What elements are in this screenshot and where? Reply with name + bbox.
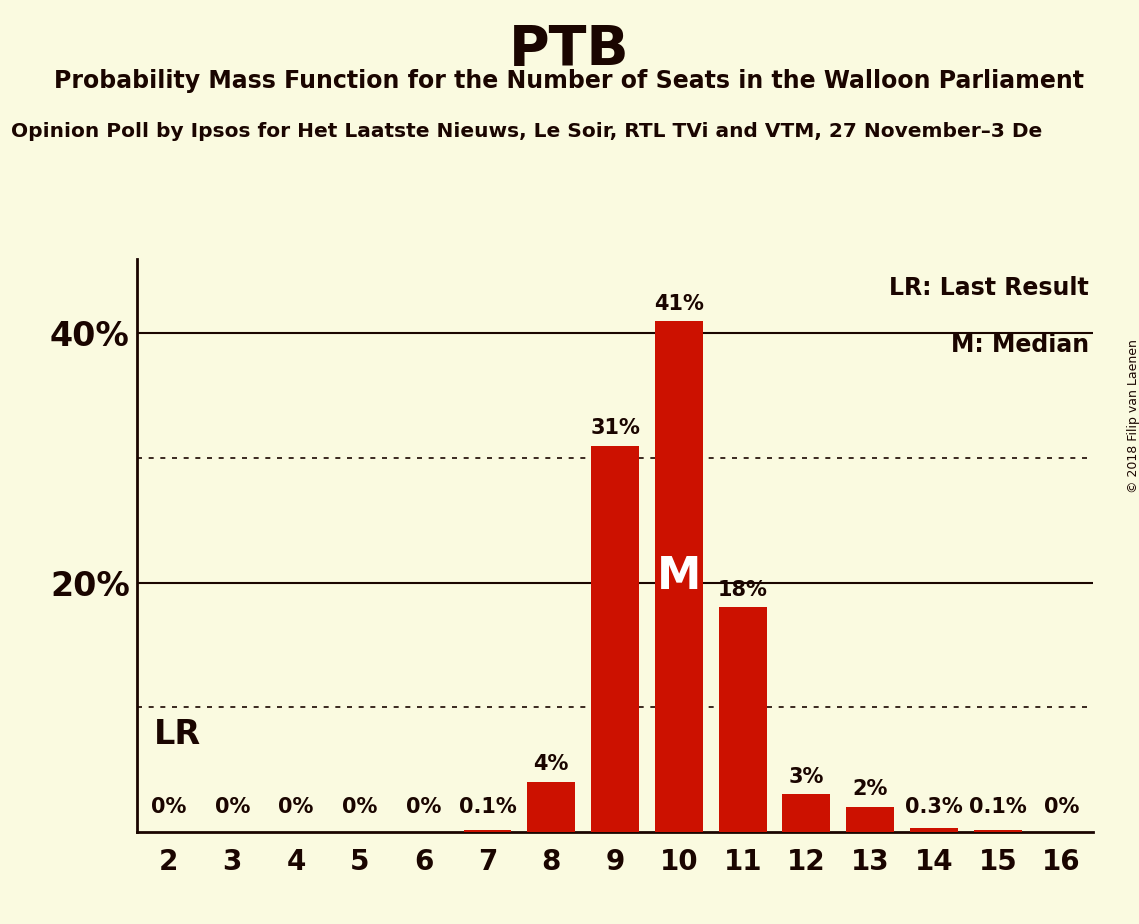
Bar <box>655 321 703 832</box>
Text: 0%: 0% <box>342 796 378 817</box>
Text: 0%: 0% <box>405 796 442 817</box>
Text: 31%: 31% <box>590 418 640 438</box>
Text: 2%: 2% <box>852 779 888 799</box>
Text: 3%: 3% <box>788 767 825 786</box>
Bar <box>464 831 511 832</box>
Text: Opinion Poll by Ipsos for Het Laatste Nieuws, Le Soir, RTL TVi and VTM, 27 Novem: Opinion Poll by Ipsos for Het Laatste Ni… <box>11 122 1042 141</box>
Text: 4%: 4% <box>533 754 570 774</box>
Text: 0%: 0% <box>1043 796 1080 817</box>
Text: PTB: PTB <box>509 23 630 77</box>
Text: M: Median: M: Median <box>951 334 1089 358</box>
Text: 41%: 41% <box>654 294 704 313</box>
Text: 0.1%: 0.1% <box>969 796 1026 817</box>
Text: 0%: 0% <box>150 796 187 817</box>
Bar <box>846 807 894 832</box>
Text: © 2018 Filip van Laenen: © 2018 Filip van Laenen <box>1126 339 1139 492</box>
Text: 0.1%: 0.1% <box>459 796 516 817</box>
Text: M: M <box>657 554 700 598</box>
Text: LR: Last Result: LR: Last Result <box>888 276 1089 300</box>
Text: LR: LR <box>154 718 202 750</box>
Bar <box>527 782 575 832</box>
Text: 0%: 0% <box>214 796 251 817</box>
Bar <box>974 831 1022 832</box>
Text: Probability Mass Function for the Number of Seats in the Walloon Parliament: Probability Mass Function for the Number… <box>55 69 1084 93</box>
Text: 0.3%: 0.3% <box>906 796 962 817</box>
Text: 0%: 0% <box>278 796 314 817</box>
Text: 18%: 18% <box>718 580 768 600</box>
Bar <box>910 828 958 832</box>
Bar <box>719 607 767 832</box>
Bar <box>591 445 639 832</box>
Bar <box>782 795 830 832</box>
